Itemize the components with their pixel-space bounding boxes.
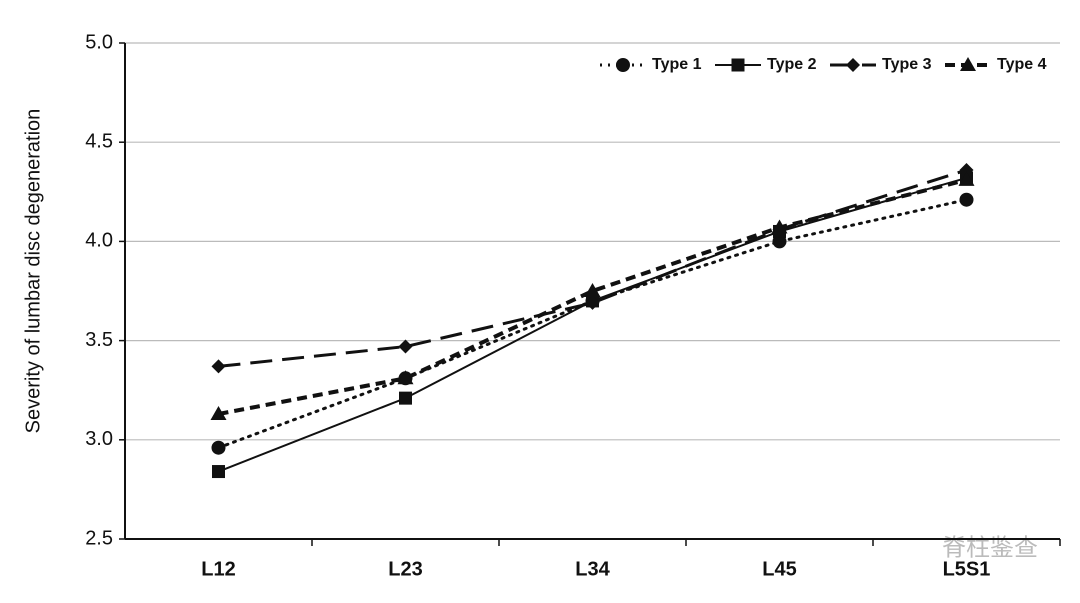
y-tick-label: 3.5: [85, 329, 113, 351]
legend-marker: [616, 58, 630, 72]
series-line: [218, 177, 967, 416]
data-point: [585, 295, 600, 310]
data-point: [211, 359, 226, 374]
series-line: [217, 198, 968, 450]
y-tick-label: 5.0: [85, 31, 113, 53]
x-tick-label: L45: [762, 558, 796, 580]
legend-marker: [846, 58, 860, 72]
legend-marker: [960, 57, 976, 71]
series-line: [218, 168, 967, 368]
y-axis-label: Severity of lumbar disc degeneration: [22, 109, 44, 434]
y-tick-label: 4.0: [85, 230, 113, 252]
x-tick-label: L12: [201, 558, 235, 580]
data-point: [210, 406, 227, 421]
data-point: [398, 339, 413, 354]
data-point: [959, 192, 974, 207]
x-tick-label: L23: [388, 558, 422, 580]
data-point: [397, 370, 414, 385]
legend-label: Type 1: [652, 56, 702, 73]
data-point: [399, 391, 412, 405]
series-line: [218, 176, 967, 473]
legend-label: Type 4: [997, 56, 1047, 73]
data-point: [212, 465, 225, 479]
legend-marker: [731, 58, 745, 72]
data-point: [771, 219, 788, 234]
y-tick-label: 4.5: [85, 130, 113, 152]
x-tick-label: L5S1: [943, 558, 991, 580]
data-point: [958, 171, 975, 186]
legend-label: Type 3: [882, 56, 932, 73]
y-tick-label: 2.5: [85, 527, 113, 549]
data-point: [211, 440, 226, 455]
legend-label: Type 2: [767, 56, 817, 73]
data-point: [584, 283, 601, 297]
data-point: [959, 162, 974, 177]
x-tick-label: L34: [575, 558, 610, 580]
y-tick-label: 3.0: [85, 428, 113, 450]
